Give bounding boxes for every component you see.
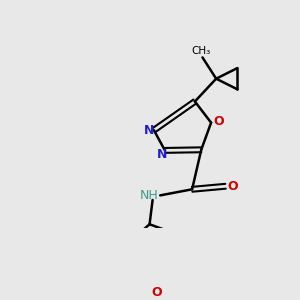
Text: N: N (143, 124, 154, 137)
Text: NH: NH (140, 189, 159, 202)
Text: O: O (152, 286, 163, 299)
Text: O: O (213, 115, 224, 128)
Text: CH₃: CH₃ (191, 46, 211, 56)
Text: N: N (157, 148, 167, 161)
Text: O: O (228, 180, 238, 193)
